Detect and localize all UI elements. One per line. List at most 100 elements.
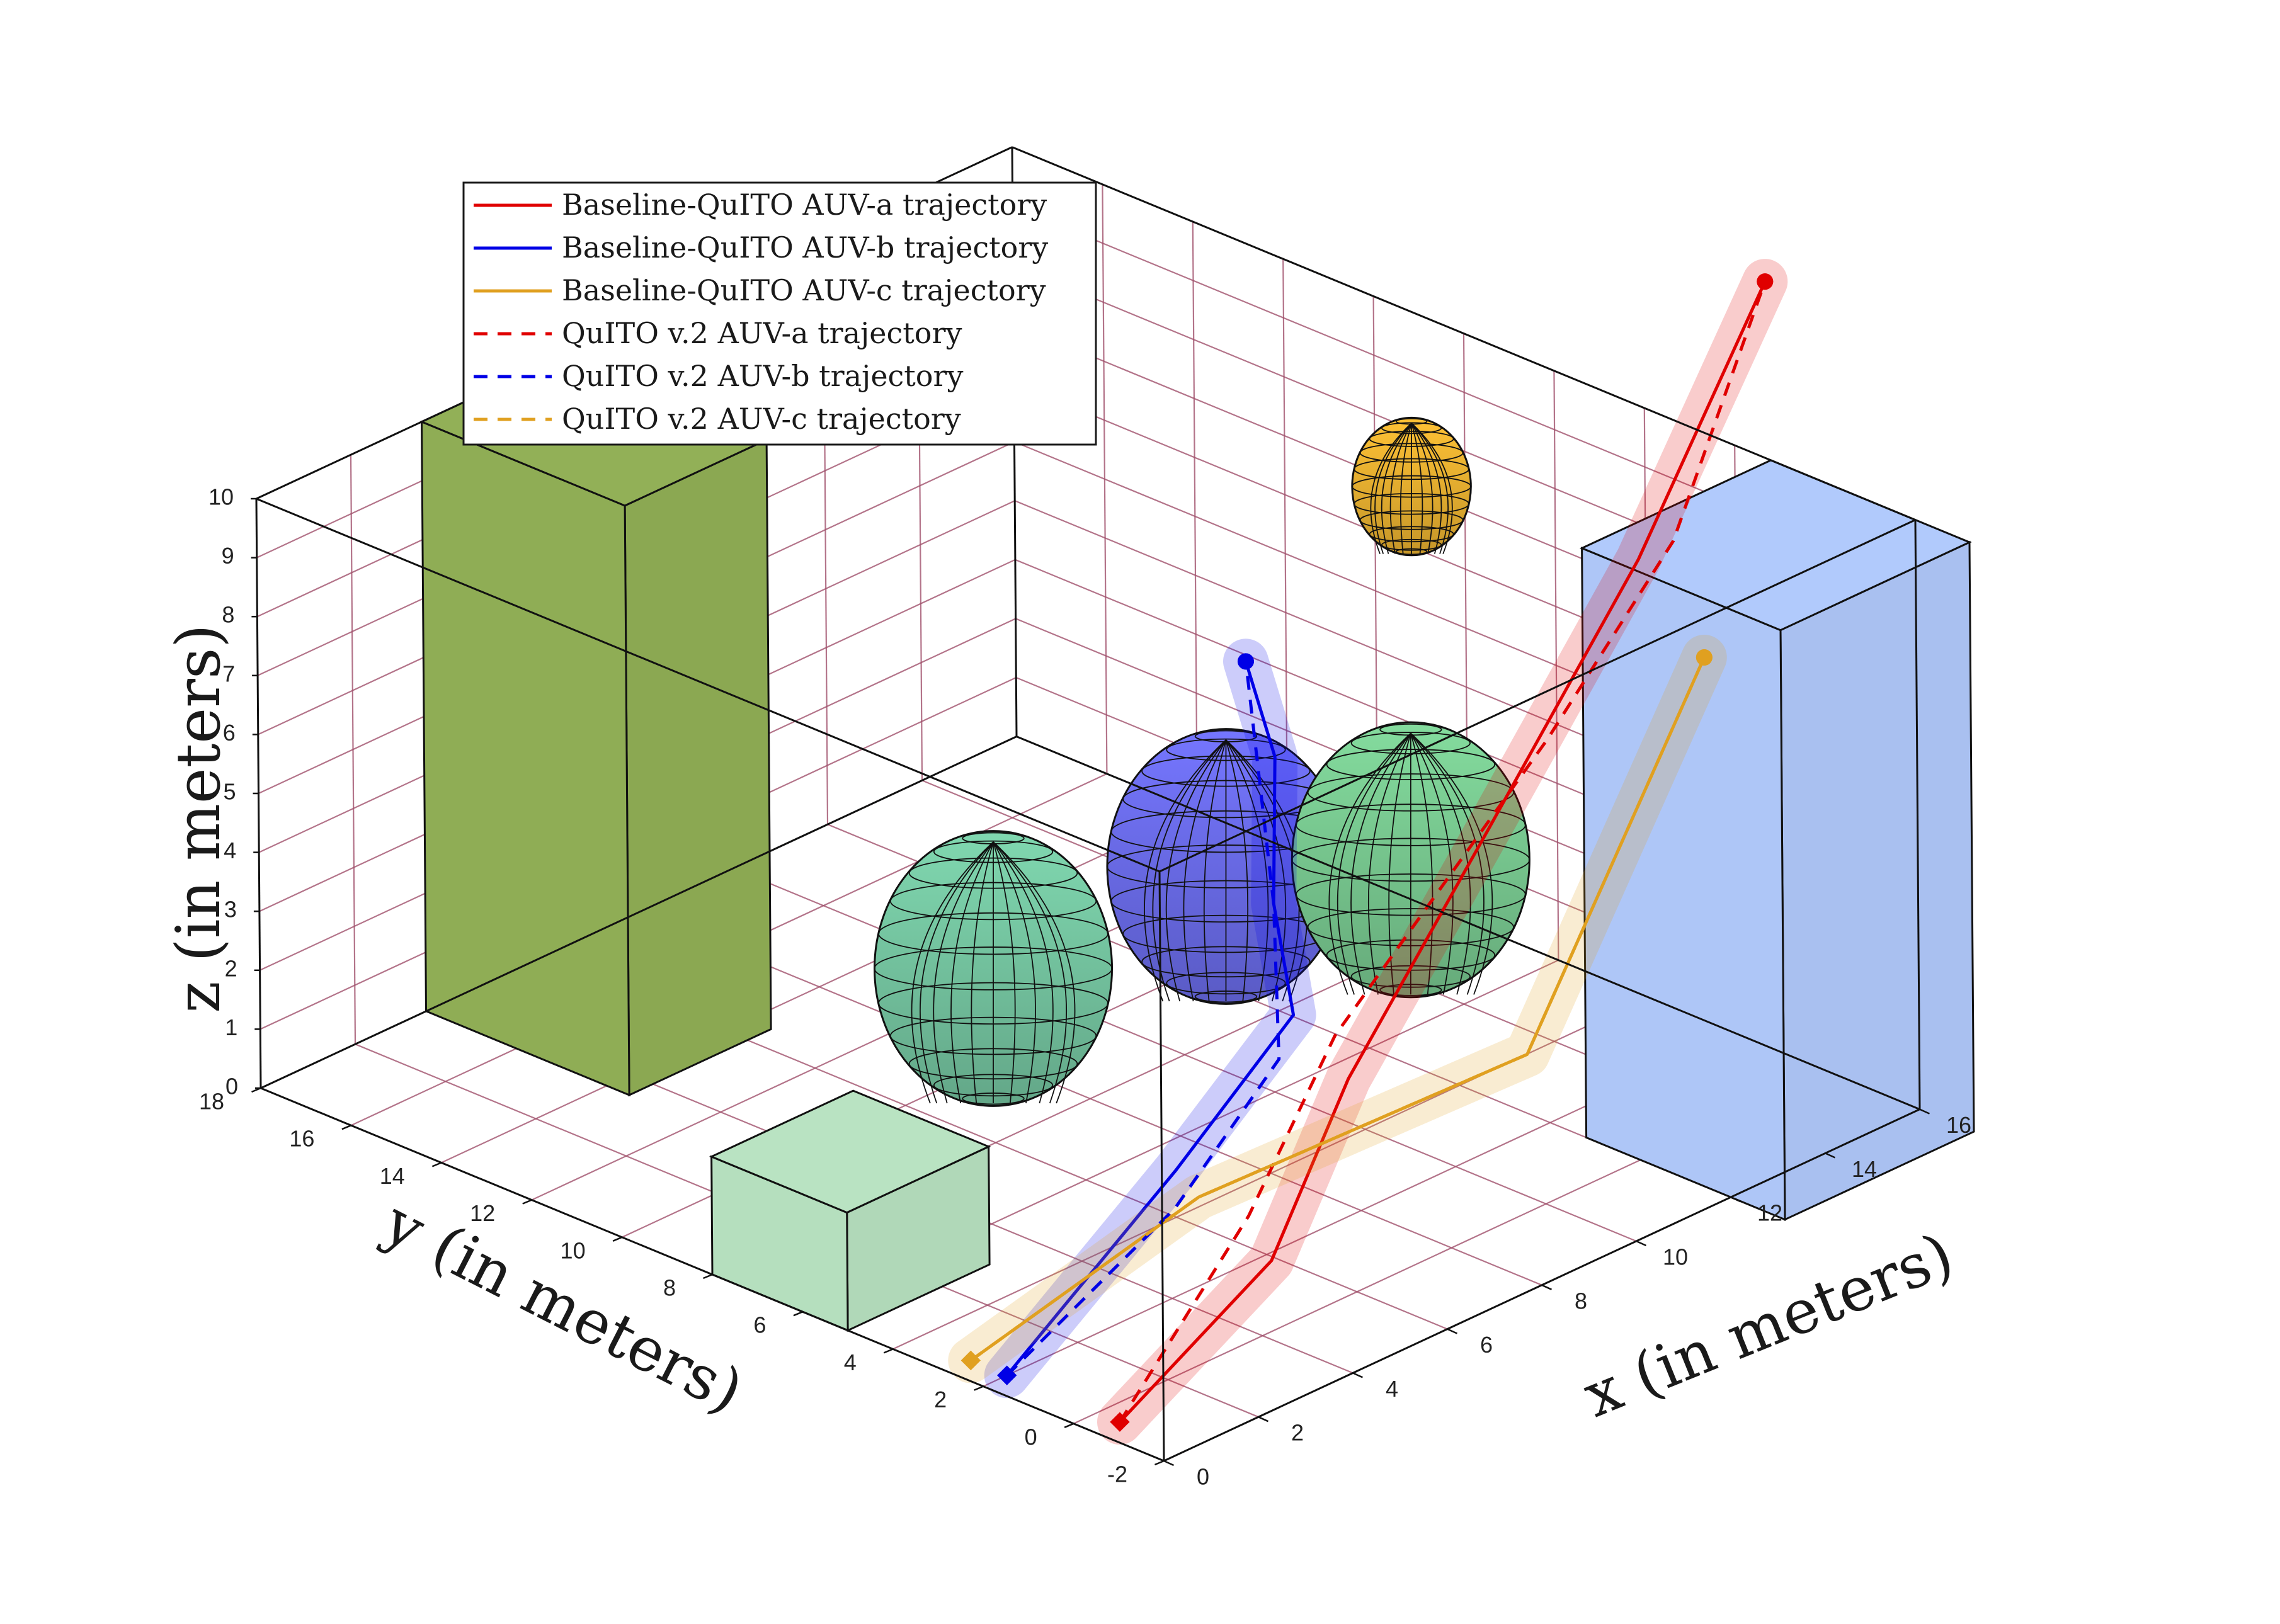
sphere-parallel (1351, 475, 1472, 498)
z-tick-label: 0 (225, 1074, 238, 1099)
axis-edge (260, 735, 1017, 1089)
sphere-meridian (1144, 739, 1227, 1002)
trajectory-end-marker (1237, 653, 1254, 670)
sphere-parallel (908, 857, 1078, 889)
x-axis-label: x (in meters) (1574, 1219, 1963, 1431)
sphere-parallel (962, 832, 1025, 844)
sphere-parallel (889, 882, 1097, 921)
trajectory-end-marker (1696, 649, 1713, 666)
sphere-parallel (1307, 773, 1515, 812)
y-tick-label: 4 (844, 1349, 857, 1375)
sphere-meridian (1389, 423, 1412, 554)
sphere-parallel (1379, 723, 1442, 736)
z-tick-label: 4 (224, 838, 236, 863)
axis-edge (1159, 519, 1916, 873)
legend-entry: QuITO v.2 AUV-a trajectory (474, 316, 962, 350)
x-tick-label: 6 (1480, 1332, 1493, 1358)
legend-entry: Baseline-QuITO AUV-b trajectory (474, 230, 1048, 264)
trajectory-start-marker (997, 1365, 1017, 1385)
tick-mark (1541, 1284, 1553, 1290)
sphere-meridian (1370, 423, 1412, 554)
y-axis-label: y (in meters) (373, 1186, 754, 1427)
z-tick-label: 9 (222, 543, 234, 569)
sphere-meridian (1410, 732, 1493, 995)
sphere-meridian (993, 841, 1068, 1104)
tick-mark (1258, 1416, 1269, 1422)
sphere-parallel (1354, 458, 1470, 480)
sphere-meridian (1411, 423, 1423, 554)
tick-mark (522, 1199, 532, 1205)
sphere-meridian (1337, 732, 1411, 995)
sphere-parallel (1326, 749, 1496, 780)
tick-mark (612, 1236, 623, 1242)
sphere-meridian (1411, 423, 1442, 554)
sphere-meridian (993, 841, 1076, 1104)
trajectory-start-marker (1110, 1412, 1130, 1432)
sphere-meridian (993, 841, 1036, 1104)
z-axis-label: z (in meters) (163, 624, 234, 1013)
box-face (624, 438, 772, 1097)
x-tick-label: 14 (1852, 1156, 1877, 1182)
y-tick-label: 14 (380, 1163, 405, 1189)
trajectory-line (969, 656, 1706, 1362)
legend-label: Baseline-QuITO AUV-c trajectory (562, 273, 1046, 307)
sphere-parallel (1369, 526, 1454, 543)
tick-mark (341, 1125, 351, 1130)
sphere-parallel (878, 912, 1109, 955)
sphere-parallel (1166, 972, 1286, 995)
sphere-meridian (1381, 423, 1412, 554)
obstacle-boxes (419, 355, 1975, 1332)
sphere-meridian (993, 841, 1016, 1104)
sphere-parallel (1307, 908, 1515, 946)
y-tick-label: 2 (934, 1387, 947, 1412)
y-tick-label: 18 (199, 1089, 224, 1115)
sphere-parallel (1379, 984, 1442, 996)
x-tick-label: 10 (1663, 1244, 1688, 1270)
obstacle-box (419, 355, 772, 1097)
tick-mark (431, 1162, 442, 1167)
z-tick-label: 5 (223, 779, 236, 805)
obstacle-sphere (1351, 416, 1472, 557)
y-tick-label: 0 (1025, 1424, 1037, 1450)
legend-entry: Baseline-QuITO AUV-a trajectory (474, 188, 1047, 222)
trajectory-line (1119, 281, 1767, 1423)
sphere-meridian (1410, 732, 1485, 995)
sphere-meridian (1183, 739, 1227, 1002)
axis-edge (1012, 146, 1916, 521)
obstacle-spheres (874, 416, 1530, 1107)
z-tick-label: 1 (225, 1014, 237, 1040)
y-tick-label: 10 (561, 1237, 586, 1263)
y-tick-label: 16 (289, 1126, 314, 1152)
x-tick-label: 16 (1946, 1112, 1971, 1138)
z-tick-label: 10 (208, 484, 234, 510)
tick-mark (1447, 1328, 1458, 1334)
z-tick-label: 8 (222, 602, 234, 628)
sphere-meridian (920, 841, 994, 1104)
sphere-meridian (1225, 739, 1269, 1002)
sphere-meridian (1388, 733, 1411, 995)
obstacle-sphere (1291, 721, 1530, 999)
x-tick-label: 4 (1386, 1376, 1398, 1402)
tick-mark (793, 1311, 803, 1317)
tick-mark (1064, 1422, 1074, 1428)
sphere-meridian (1152, 739, 1227, 1002)
tick-mark (1730, 1196, 1741, 1203)
tick-mark (1919, 1108, 1930, 1115)
sphere-parallel (1381, 422, 1442, 434)
sphere-meridian (1411, 423, 1453, 554)
sphere-parallel (1359, 443, 1464, 463)
z-tick-label: 2 (225, 955, 237, 981)
sphere-meridian (1410, 733, 1434, 995)
sphere-meridian (1225, 739, 1287, 1002)
legend-label: QuITO v.2 AUV-a trajectory (562, 316, 962, 350)
sphere-parallel (1194, 730, 1258, 742)
sphere-meridian (1399, 423, 1412, 554)
legend-box (462, 181, 1097, 446)
sphere-parallel (1381, 538, 1442, 551)
sphere-meridian (1374, 423, 1412, 554)
legend-label: Baseline-QuITO AUV-a trajectory (562, 188, 1047, 222)
axis-edge (256, 497, 1160, 873)
tick-mark (974, 1385, 984, 1391)
tick-mark (883, 1348, 894, 1354)
